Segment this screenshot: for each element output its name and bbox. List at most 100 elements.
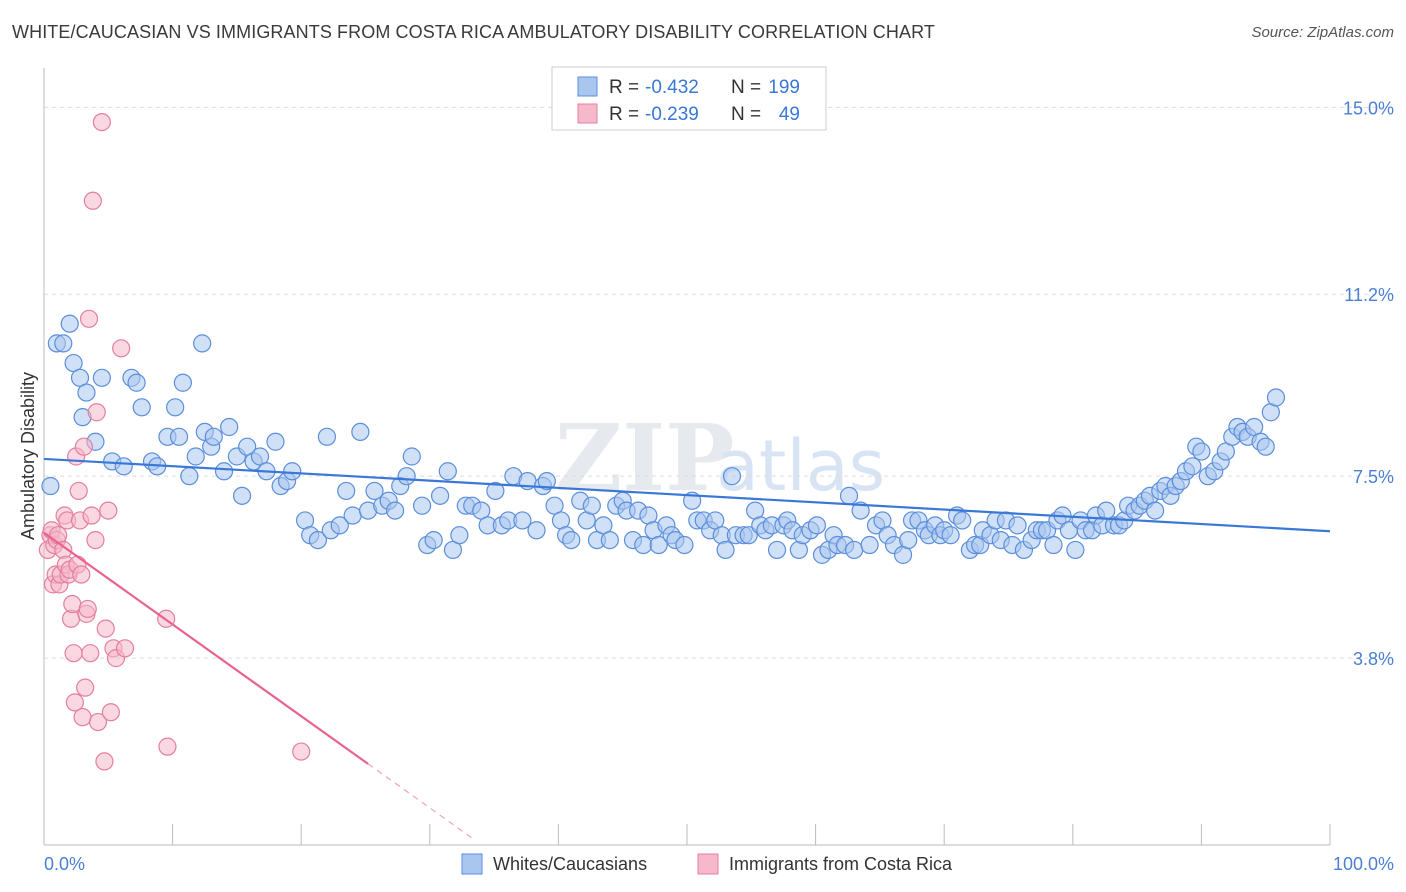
point-whites xyxy=(953,511,972,530)
legend-n-value-blue: 199 xyxy=(768,77,800,98)
point-costa-rica xyxy=(292,742,311,761)
point-whites xyxy=(1256,437,1275,456)
bottom-legend-label-costa-rica: Immigrants from Costa Rica xyxy=(729,854,953,874)
point-whites xyxy=(486,481,505,501)
point-costa-rica xyxy=(158,737,177,756)
correlation-legend: R = -0.432 N = 199 R = -0.239 N = 49 xyxy=(551,66,827,131)
source-label: Source: ZipAtlas.com xyxy=(1251,24,1394,41)
point-costa-rica xyxy=(78,599,97,619)
legend-n-value-pink: 49 xyxy=(779,104,800,125)
point-whites xyxy=(41,476,60,496)
watermark: ZIP atlas xyxy=(555,404,885,512)
y-axis-title: Ambulatory Disability xyxy=(18,372,38,540)
point-whites xyxy=(166,398,185,417)
y-tick-label: 15.0% xyxy=(1343,98,1394,118)
legend-r-value-blue: -0.432 xyxy=(645,77,699,98)
point-costa-rica xyxy=(86,531,105,550)
point-whites xyxy=(739,526,758,545)
point-whites xyxy=(582,496,601,515)
point-costa-rica xyxy=(76,678,95,697)
point-costa-rica xyxy=(83,191,102,210)
legend-n-label-pink: N = xyxy=(731,104,761,125)
point-whites xyxy=(397,467,416,486)
bottom-legend-label-whites: Whites/Caucasians xyxy=(493,854,647,874)
series-whites-points xyxy=(41,314,1286,564)
point-whites xyxy=(412,496,432,515)
point-costa-rica xyxy=(112,339,131,358)
point-whites xyxy=(1066,540,1085,560)
y-tick-label: 3.8% xyxy=(1353,649,1394,669)
point-whites xyxy=(186,447,205,466)
point-whites xyxy=(283,462,302,481)
point-whites xyxy=(649,535,668,555)
point-whites xyxy=(330,516,349,535)
point-costa-rica xyxy=(73,708,92,727)
point-costa-rica xyxy=(64,644,83,663)
point-costa-rica xyxy=(79,309,99,328)
point-whites xyxy=(450,526,469,545)
point-whites xyxy=(527,521,546,540)
point-whites xyxy=(1044,535,1063,555)
point-whites xyxy=(899,531,918,550)
point-costa-rica xyxy=(92,112,111,132)
legend-r-label-blue: R = xyxy=(609,77,639,98)
point-whites xyxy=(1266,388,1286,407)
point-whites xyxy=(180,467,199,486)
point-whites xyxy=(351,422,370,442)
point-whites xyxy=(1192,442,1211,461)
point-whites xyxy=(845,540,864,560)
point-whites xyxy=(127,373,146,392)
point-whites xyxy=(402,447,421,466)
point-whites xyxy=(193,334,212,353)
point-whites xyxy=(722,467,742,486)
point-whites xyxy=(767,540,787,560)
point-whites xyxy=(204,427,223,446)
point-whites xyxy=(77,383,96,402)
point-whites xyxy=(385,501,405,520)
point-costa-rica xyxy=(82,506,101,525)
series-costa-rica-points xyxy=(38,112,311,771)
point-whites xyxy=(232,486,252,505)
trendline-costa-rica xyxy=(43,531,369,765)
point-costa-rica xyxy=(74,437,93,456)
point-whites xyxy=(562,531,581,550)
point-costa-rica xyxy=(95,752,114,771)
point-whites xyxy=(266,432,285,451)
point-whites xyxy=(220,417,239,437)
point-whites xyxy=(600,531,619,550)
point-whites xyxy=(317,427,337,446)
point-whites xyxy=(1146,501,1165,520)
y-tick-label: 7.5% xyxy=(1353,467,1394,487)
legend-box xyxy=(551,66,827,131)
point-costa-rica xyxy=(99,501,118,520)
point-whites xyxy=(173,373,192,392)
point-costa-rica xyxy=(87,403,106,422)
point-whites xyxy=(424,531,443,550)
point-whites xyxy=(337,481,356,501)
series-legend: Whites/Caucasians Immigrants from Costa … xyxy=(461,853,953,875)
point-whites xyxy=(92,368,111,387)
point-whites xyxy=(54,334,73,353)
point-whites xyxy=(537,471,556,491)
point-whites xyxy=(438,462,457,481)
trendline-whites xyxy=(43,457,1331,533)
trendlines xyxy=(43,457,1331,841)
point-whites xyxy=(839,486,859,505)
watermark-atlas: atlas xyxy=(716,425,885,507)
bottom-legend-swatch-blue xyxy=(461,853,483,875)
point-costa-rica xyxy=(101,703,120,722)
point-whites xyxy=(430,486,450,505)
point-whites xyxy=(1183,457,1202,476)
point-costa-rica xyxy=(72,565,91,584)
point-costa-rica xyxy=(88,712,108,732)
gridlines xyxy=(44,106,1394,659)
point-whites xyxy=(60,314,79,333)
point-whites xyxy=(132,398,151,417)
x-axis-ticks xyxy=(43,824,1331,845)
point-costa-rica xyxy=(81,644,100,663)
legend-swatch-pink xyxy=(577,103,598,124)
point-whites xyxy=(513,511,532,530)
point-whites xyxy=(860,535,879,555)
point-costa-rica xyxy=(115,639,135,658)
trendline-costa-rica-extension xyxy=(367,763,476,841)
